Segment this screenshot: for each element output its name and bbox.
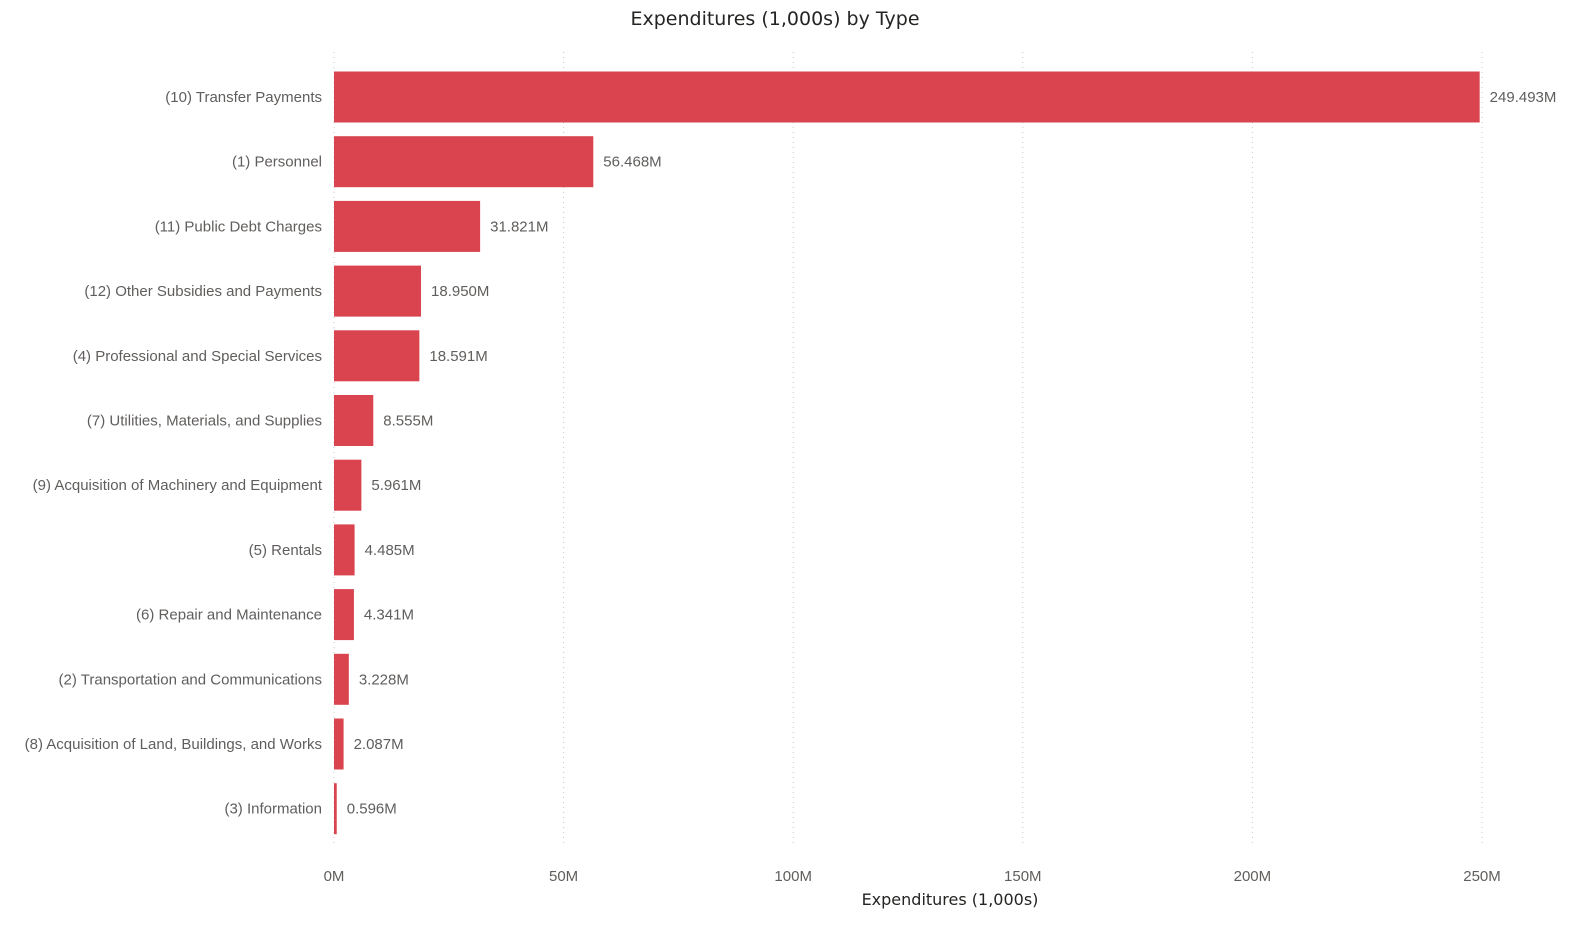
bar bbox=[334, 265, 422, 317]
category-label: (7) Utilities, Materials, and Supplies bbox=[87, 413, 322, 430]
category-label: (5) Rentals bbox=[249, 542, 322, 559]
data-label: 18.950M bbox=[431, 283, 489, 300]
bar bbox=[334, 653, 349, 705]
category-label: (11) Public Debt Charges bbox=[155, 218, 322, 235]
data-label: 4.341M bbox=[364, 607, 414, 624]
category-label: (8) Acquisition of Land, Buildings, and … bbox=[25, 736, 322, 753]
bar bbox=[334, 136, 594, 188]
data-label: 5.961M bbox=[371, 477, 421, 494]
x-tick-label: 0M bbox=[324, 868, 345, 885]
x-tick-label: 100M bbox=[774, 868, 812, 885]
bars bbox=[334, 71, 1480, 835]
category-label: (12) Other Subsidies and Payments bbox=[84, 283, 322, 300]
x-tick-label: 200M bbox=[1234, 868, 1272, 885]
data-label: 3.228M bbox=[359, 671, 409, 688]
chart-title: Expenditures (1,000s) by Type bbox=[630, 8, 919, 30]
bar bbox=[334, 200, 481, 252]
category-label: (6) Repair and Maintenance bbox=[136, 607, 322, 624]
bar bbox=[334, 395, 374, 446]
category-label: (4) Professional and Special Services bbox=[73, 348, 322, 365]
x-tick-label: 250M bbox=[1463, 868, 1501, 885]
x-axis-label: Expenditures (1,000s) bbox=[862, 890, 1039, 909]
data-label: 0.596M bbox=[347, 801, 397, 818]
bar bbox=[334, 71, 1480, 123]
data-label: 18.591M bbox=[429, 348, 487, 365]
data-label: 56.468M bbox=[603, 154, 661, 171]
category-label: (2) Transportation and Communications bbox=[59, 671, 322, 688]
x-tick-label: 150M bbox=[1004, 868, 1042, 885]
bar bbox=[334, 783, 337, 835]
data-label: 31.821M bbox=[490, 218, 548, 235]
category-label: (10) Transfer Payments bbox=[165, 89, 322, 106]
x-axis-ticks: 0M 50M 100M 150M 200M 250M bbox=[324, 868, 1501, 885]
x-tick-label: 50M bbox=[549, 868, 578, 885]
data-label: 249.493M bbox=[1490, 89, 1557, 106]
data-label: 4.485M bbox=[365, 542, 415, 559]
bar bbox=[334, 718, 344, 770]
data-label: 8.555M bbox=[383, 413, 433, 430]
data-label: 2.087M bbox=[354, 736, 404, 753]
category-label: (9) Acquisition of Machinery and Equipme… bbox=[33, 477, 323, 494]
bar bbox=[334, 524, 355, 576]
value-labels: 249.493M 56.468M 31.821M 18.950M 18.591M 8.55… bbox=[347, 89, 1557, 818]
bar bbox=[334, 330, 420, 382]
category-label: (3) Information bbox=[224, 801, 322, 818]
bar bbox=[334, 589, 354, 641]
gridlines bbox=[333, 52, 1483, 845]
bar bbox=[334, 459, 362, 511]
category-labels: (10) Transfer Payments (1) Personnel (11) … bbox=[25, 89, 323, 818]
category-label: (1) Personnel bbox=[232, 154, 322, 171]
